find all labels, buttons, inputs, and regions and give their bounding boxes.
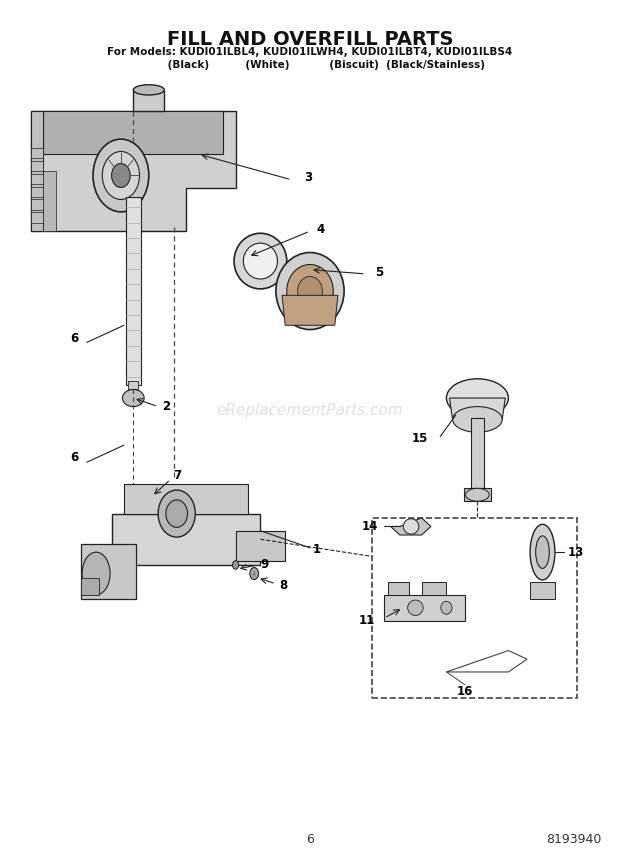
Ellipse shape [298,276,322,306]
Polygon shape [31,111,236,231]
Ellipse shape [232,561,239,569]
Polygon shape [124,484,248,514]
Ellipse shape [530,524,555,580]
Ellipse shape [286,265,334,318]
Ellipse shape [276,253,344,330]
FancyBboxPatch shape [128,381,138,389]
Ellipse shape [403,519,419,534]
Ellipse shape [158,490,195,538]
Ellipse shape [133,85,164,95]
Text: 4: 4 [316,223,324,236]
Ellipse shape [102,152,140,199]
FancyBboxPatch shape [31,199,43,210]
Text: 9: 9 [260,558,268,572]
Text: For Models: KUDI01ILBL4, KUDI01ILWH4, KUDI01ILBT4, KUDI01ILBS4: For Models: KUDI01ILBL4, KUDI01ILWH4, KU… [107,47,513,57]
Polygon shape [43,171,56,231]
Text: 3: 3 [304,170,312,184]
FancyBboxPatch shape [530,582,555,599]
Ellipse shape [243,243,278,279]
Text: 15: 15 [412,431,428,445]
Polygon shape [282,295,338,325]
Ellipse shape [250,568,259,580]
Polygon shape [388,582,409,595]
Ellipse shape [441,602,452,615]
Text: 8193940: 8193940 [546,833,601,846]
Text: 7: 7 [174,468,182,482]
Text: 6: 6 [70,331,79,345]
Text: 5: 5 [375,265,383,279]
Polygon shape [450,398,505,419]
Polygon shape [31,111,43,231]
Ellipse shape [112,163,130,187]
FancyBboxPatch shape [31,148,43,158]
Text: 8: 8 [279,579,287,592]
Text: 16: 16 [457,685,473,698]
Ellipse shape [234,234,286,289]
FancyBboxPatch shape [31,212,43,223]
Text: 1: 1 [313,543,321,556]
Text: 6: 6 [306,833,314,846]
Polygon shape [391,518,431,535]
Polygon shape [384,595,465,621]
Text: 2: 2 [162,400,170,413]
Text: eReplacementParts.com: eReplacementParts.com [216,403,404,419]
Text: 13: 13 [567,545,583,559]
FancyBboxPatch shape [471,418,484,488]
Ellipse shape [536,536,549,568]
Polygon shape [112,514,260,565]
Text: (Black)          (White)           (Biscuit)  (Black/Stainless): (Black) (White) (Biscuit) (Black/Stainle… [135,60,485,70]
Bar [372,518,577,698]
Ellipse shape [123,389,144,407]
FancyBboxPatch shape [31,174,43,184]
Polygon shape [81,544,136,599]
Polygon shape [81,578,99,595]
Polygon shape [43,111,223,154]
Ellipse shape [446,378,508,417]
Polygon shape [464,488,491,501]
FancyBboxPatch shape [133,90,164,111]
Text: FILL AND OVERFILL PARTS: FILL AND OVERFILL PARTS [167,30,453,49]
Ellipse shape [408,600,423,615]
Text: 11: 11 [359,614,375,627]
Ellipse shape [82,552,110,595]
Ellipse shape [93,140,149,212]
Polygon shape [236,531,285,561]
Text: 6: 6 [70,451,79,465]
Ellipse shape [166,500,187,527]
Ellipse shape [453,407,502,432]
FancyBboxPatch shape [31,161,43,171]
Polygon shape [422,582,446,595]
Ellipse shape [466,488,489,502]
FancyBboxPatch shape [31,187,43,197]
Text: 14: 14 [362,520,378,533]
FancyBboxPatch shape [126,197,141,385]
